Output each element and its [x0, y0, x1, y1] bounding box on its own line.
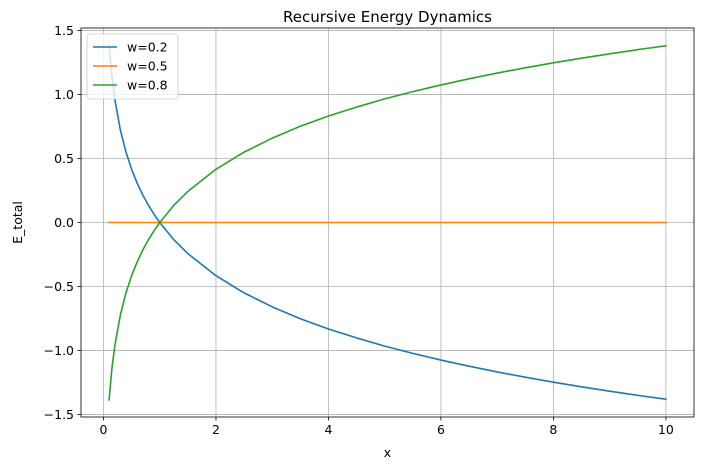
legend: w=0.2 w=0.5 w=0.8 [86, 33, 179, 100]
y-tick-label: −1.0 [44, 343, 74, 358]
x-tick-label: 0 [100, 422, 108, 437]
y-tick-label: 0.0 [54, 215, 74, 230]
x-tick-label: 10 [658, 422, 674, 437]
series-line-2 [108, 44, 667, 401]
legend-label: w=0.2 [127, 40, 168, 55]
legend-label: w=0.8 [127, 78, 168, 93]
y-tick-label: 1.5 [54, 23, 74, 38]
legend-label: w=0.5 [127, 59, 168, 74]
chart-title: Recursive Energy Dynamics [283, 8, 492, 26]
y-axis-label: E_total [10, 201, 25, 244]
y-tick-label: −1.5 [44, 407, 74, 422]
x-tick-label: 2 [212, 422, 220, 437]
y-tick-label: −0.5 [44, 279, 74, 294]
series-lines [108, 44, 667, 401]
y-tick-label: 1.0 [54, 87, 74, 102]
x-tick-label: 6 [437, 422, 445, 437]
x-tick-label: 8 [549, 422, 557, 437]
legend-box [86, 33, 179, 100]
axis-ticks: 0 2 4 6 8 10 −1.5 −1.0 −0.5 0.0 0.5 1.0 1.5 [44, 23, 674, 437]
y-tick-label: 0.5 [54, 151, 74, 166]
x-tick-label: 4 [324, 422, 332, 437]
x-axis-label: x [384, 445, 391, 460]
series-line-0 [108, 44, 667, 401]
